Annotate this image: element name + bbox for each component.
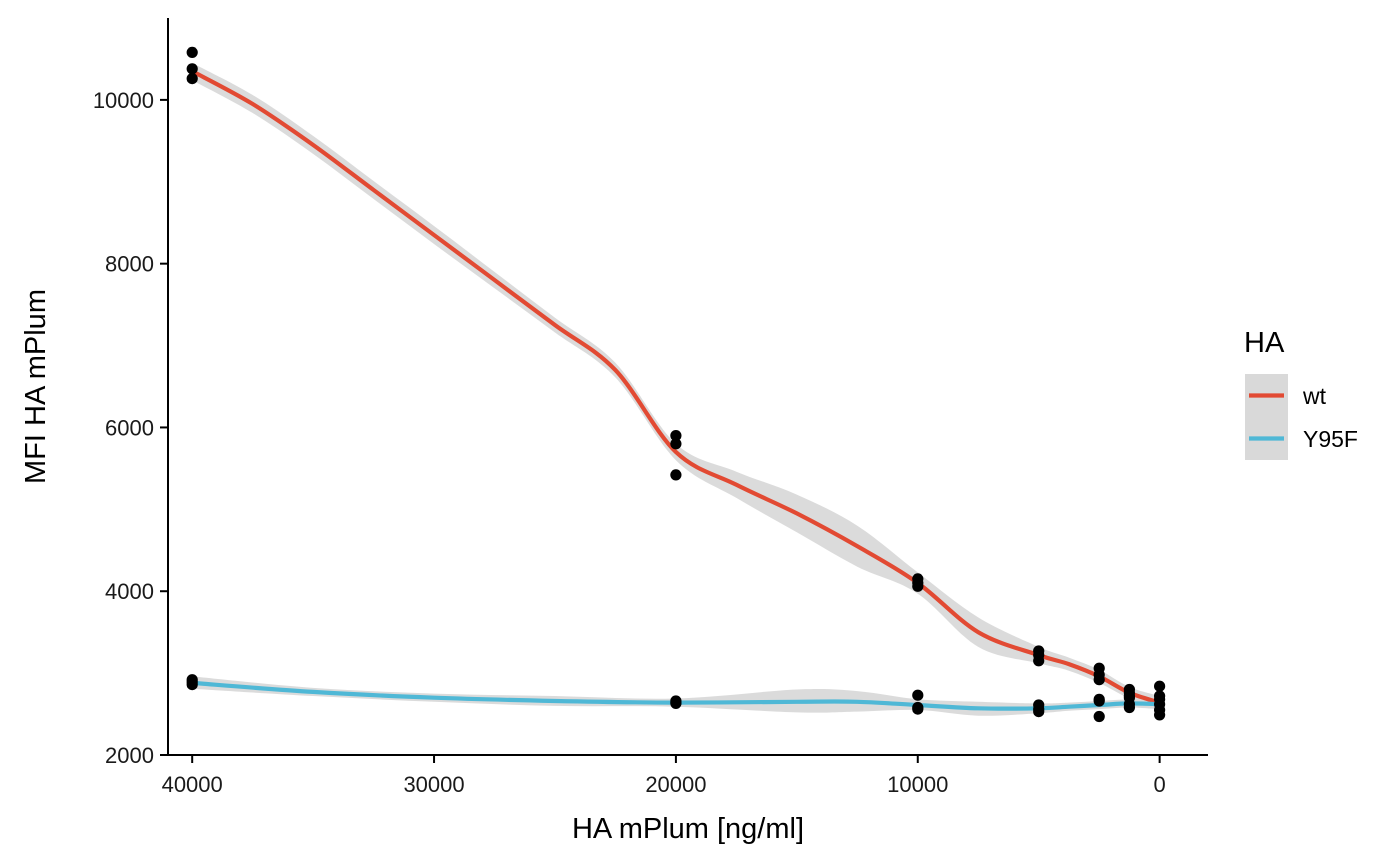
x-tick-label: 30000 xyxy=(403,772,464,797)
point-wt xyxy=(670,430,682,442)
point-y95f xyxy=(1154,709,1166,721)
point-wt xyxy=(186,46,198,59)
x-tick-label: 40000 xyxy=(162,772,223,797)
point-y95f xyxy=(912,703,924,715)
legend-title: HA xyxy=(1244,327,1285,359)
y-tick-label: 8000 xyxy=(105,252,154,277)
point-y95f xyxy=(1093,710,1105,723)
smooth-lines xyxy=(190,69,1162,711)
point-y95f xyxy=(670,697,682,710)
x-tick-label: 20000 xyxy=(645,772,706,797)
point-wt xyxy=(186,63,198,75)
y-tick-label: 4000 xyxy=(105,579,154,604)
ribbon-wt xyxy=(192,63,1160,710)
legend-label-wt: wt xyxy=(1302,383,1327,409)
data-points xyxy=(186,46,1166,723)
x-tick-label: 10000 xyxy=(887,772,948,797)
x-tick-label: 0 xyxy=(1154,772,1166,797)
point-wt xyxy=(1033,655,1045,667)
y-tick-label: 10000 xyxy=(93,88,154,113)
legend: HA wt Y95F xyxy=(1244,327,1358,460)
point-wt xyxy=(670,438,682,450)
y-tick-label: 6000 xyxy=(105,415,154,440)
point-wt xyxy=(1093,674,1105,686)
point-y95f xyxy=(1033,706,1045,718)
y-tick-label: 2000 xyxy=(105,743,154,768)
point-y95f xyxy=(1123,692,1135,704)
point-wt xyxy=(186,73,198,85)
y-axis-ticks: 2000 4000 6000 8000 10000 xyxy=(93,88,168,768)
point-y95f xyxy=(1154,680,1166,692)
point-y95f xyxy=(912,689,924,701)
point-wt xyxy=(912,580,924,592)
point-y95f xyxy=(186,679,198,691)
point-wt xyxy=(670,469,682,481)
line-wt xyxy=(190,69,1162,705)
line-y95f xyxy=(190,680,1162,711)
point-y95f xyxy=(1093,695,1105,707)
y-axis-title: MFI HA mPlum xyxy=(20,289,52,484)
point-y95f xyxy=(1123,701,1135,714)
x-axis-title: HA mPlum [ng/ml] xyxy=(572,813,804,845)
x-axis-ticks: 40000 30000 20000 10000 0 xyxy=(162,755,1166,797)
legend-label-y95f: Y95F xyxy=(1303,426,1358,452)
